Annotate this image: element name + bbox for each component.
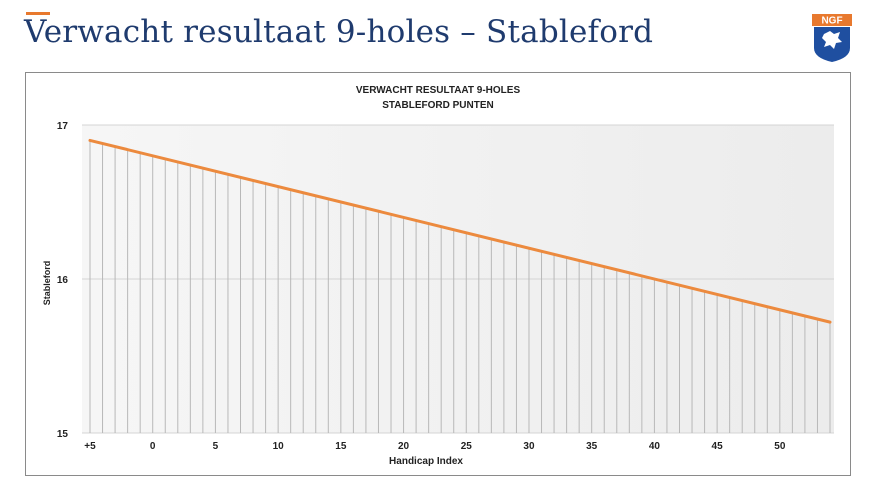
line-chart: VERWACHT RESULTAAT 9-HOLES STABLEFORD PU…: [42, 85, 834, 467]
x-tick-label: 10: [273, 441, 285, 452]
ngf-logo: NGF: [812, 14, 852, 62]
x-tick-label: 35: [586, 441, 598, 452]
x-tick-label: 30: [523, 441, 535, 452]
slide-title: Verwacht resultaat 9-holes – Stableford: [24, 14, 654, 50]
y-tick-label: 16: [57, 275, 69, 286]
x-tick-label: 15: [335, 441, 347, 452]
y-axis-label: Stableford: [42, 261, 52, 306]
title-accent-bar: [26, 12, 50, 15]
y-tick-label: 17: [57, 121, 69, 132]
svg-text:NGF: NGF: [821, 16, 842, 27]
x-tick-label: +5: [84, 441, 96, 452]
chart-title: VERWACHT RESULTAAT 9-HOLES: [356, 85, 521, 96]
chart-subtitle: STABLEFORD PUNTEN: [382, 100, 493, 111]
x-axis-label: Handicap Index: [389, 456, 463, 467]
y-tick-label: 15: [57, 429, 69, 440]
chart-panel: VERWACHT RESULTAAT 9-HOLES STABLEFORD PU…: [25, 72, 851, 476]
x-tick-label: 20: [398, 441, 410, 452]
x-tick-label: 0: [150, 441, 156, 452]
x-tick-label: 25: [461, 441, 473, 452]
x-tick-label: 5: [213, 441, 219, 452]
series-line: [88, 138, 832, 324]
x-tick-label: 50: [774, 441, 786, 452]
x-tick-label: 45: [712, 441, 724, 452]
x-tick-label: 40: [649, 441, 661, 452]
